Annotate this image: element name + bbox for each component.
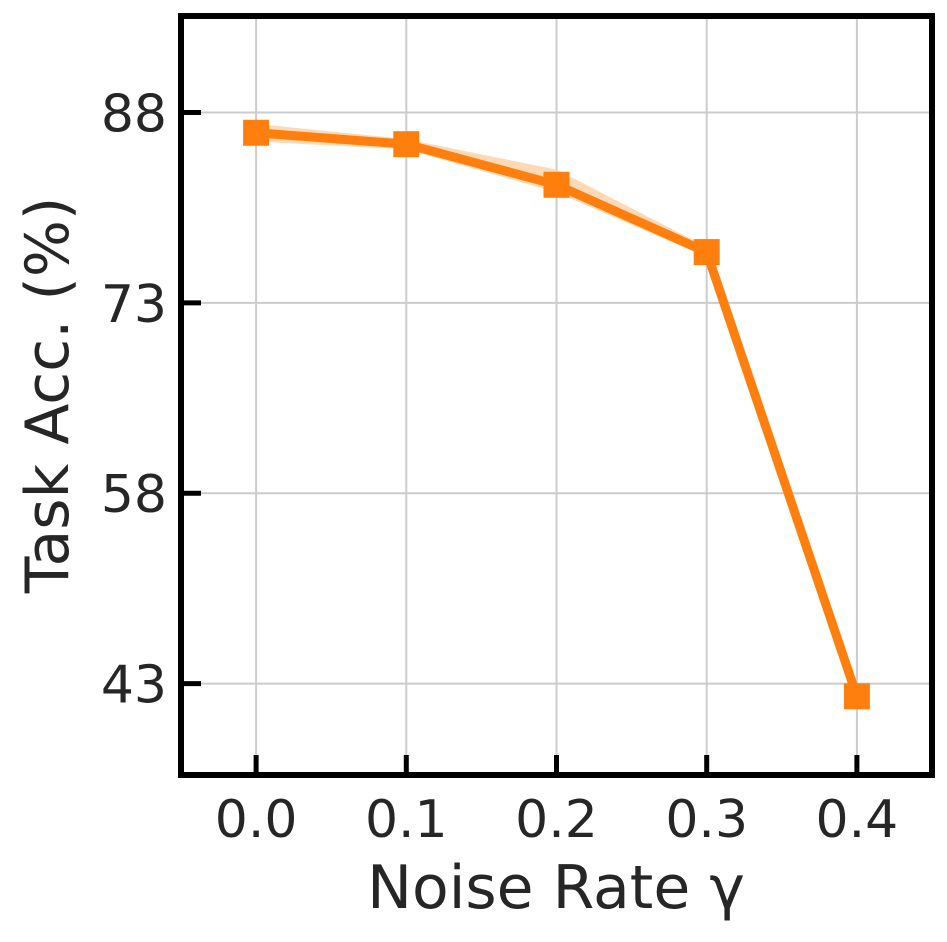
x-tick-label: 0.3 — [665, 790, 748, 850]
x-tick-label: 0.0 — [215, 790, 298, 850]
plot-frame — [178, 13, 935, 778]
series-lines — [251, 128, 862, 701]
series-line-segment — [251, 128, 411, 149]
x-tick-labels: 0.0 0.1 0.2 0.3 0.4 — [215, 790, 899, 850]
data-point-marker — [843, 683, 870, 710]
y-tick-label: 43 — [101, 656, 167, 716]
series-line-segment — [401, 139, 561, 190]
x-axis-title: Noise Rate γ — [367, 853, 745, 923]
data-point-marker — [543, 171, 570, 198]
y-tick-label: 73 — [101, 275, 167, 335]
y-tick-labels: 43 58 73 88 — [101, 84, 167, 715]
series-line-segment — [702, 247, 862, 701]
series-markers — [243, 119, 870, 710]
data-point-marker — [693, 239, 720, 266]
data-point-marker — [243, 119, 270, 146]
series-line-segment — [552, 180, 712, 257]
y-tick-label: 88 — [101, 84, 167, 144]
data-point-marker — [393, 131, 420, 158]
y-axis-title: Task Acc. (%) — [13, 197, 83, 595]
x-tick-label: 0.4 — [816, 790, 899, 850]
x-tick-label: 0.2 — [515, 790, 598, 850]
y-tick-label: 58 — [101, 465, 167, 525]
axis-ticks — [181, 109, 860, 775]
x-tick-label: 0.1 — [365, 790, 448, 850]
